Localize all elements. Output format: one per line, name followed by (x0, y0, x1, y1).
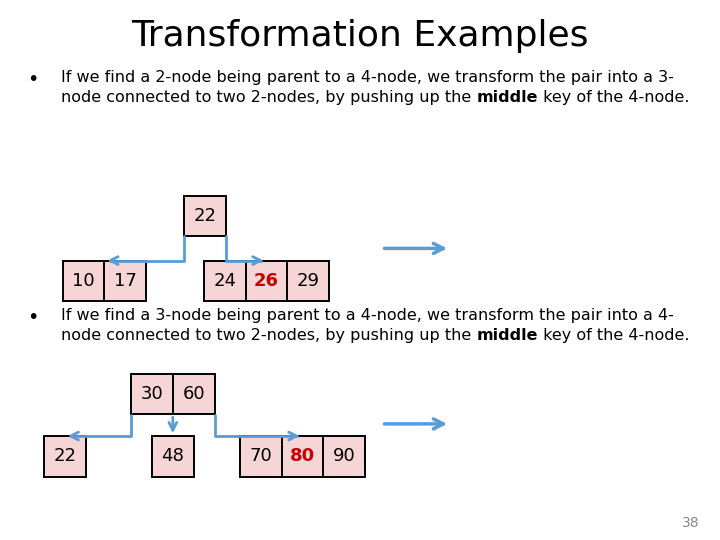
Text: 90: 90 (333, 447, 356, 465)
FancyBboxPatch shape (323, 436, 365, 477)
Text: 17: 17 (114, 272, 137, 290)
FancyBboxPatch shape (63, 261, 104, 301)
Text: If we find a 2-node being parent to a 4-node, we transform the pair into a 3-: If we find a 2-node being parent to a 4-… (61, 70, 674, 85)
Text: Transformation Examples: Transformation Examples (131, 19, 589, 53)
FancyBboxPatch shape (240, 436, 282, 477)
Text: node connected to two 2-nodes, by pushing up the: node connected to two 2-nodes, by pushin… (61, 90, 477, 105)
Text: node connected to two 2-nodes, by pushing up the: node connected to two 2-nodes, by pushin… (61, 328, 477, 343)
Text: 22: 22 (53, 447, 76, 465)
FancyBboxPatch shape (131, 374, 173, 415)
FancyBboxPatch shape (287, 261, 329, 301)
Text: 29: 29 (297, 272, 320, 290)
Text: middle: middle (477, 90, 538, 105)
Text: If we find a 3-node being parent to a 4-node, we transform the pair into a 4-: If we find a 3-node being parent to a 4-… (61, 308, 674, 323)
FancyBboxPatch shape (184, 195, 226, 237)
FancyBboxPatch shape (282, 436, 323, 477)
FancyBboxPatch shape (246, 261, 287, 301)
Text: 24: 24 (213, 272, 236, 290)
FancyBboxPatch shape (104, 261, 146, 301)
Text: 70: 70 (249, 447, 272, 465)
FancyBboxPatch shape (152, 436, 194, 477)
Text: key of the 4-node.: key of the 4-node. (538, 328, 690, 343)
Text: •: • (27, 70, 39, 89)
Text: •: • (27, 308, 39, 327)
Text: 30: 30 (140, 385, 163, 403)
FancyBboxPatch shape (44, 436, 86, 477)
Text: key of the 4-node.: key of the 4-node. (538, 90, 690, 105)
Text: 60: 60 (182, 385, 205, 403)
Text: 22: 22 (194, 207, 217, 225)
Text: 26: 26 (254, 272, 279, 290)
Text: 38: 38 (683, 516, 700, 530)
FancyBboxPatch shape (173, 374, 215, 415)
Text: 80: 80 (290, 447, 315, 465)
Text: 10: 10 (72, 272, 95, 290)
FancyBboxPatch shape (204, 261, 246, 301)
Text: 48: 48 (161, 447, 184, 465)
Text: middle: middle (477, 328, 538, 343)
